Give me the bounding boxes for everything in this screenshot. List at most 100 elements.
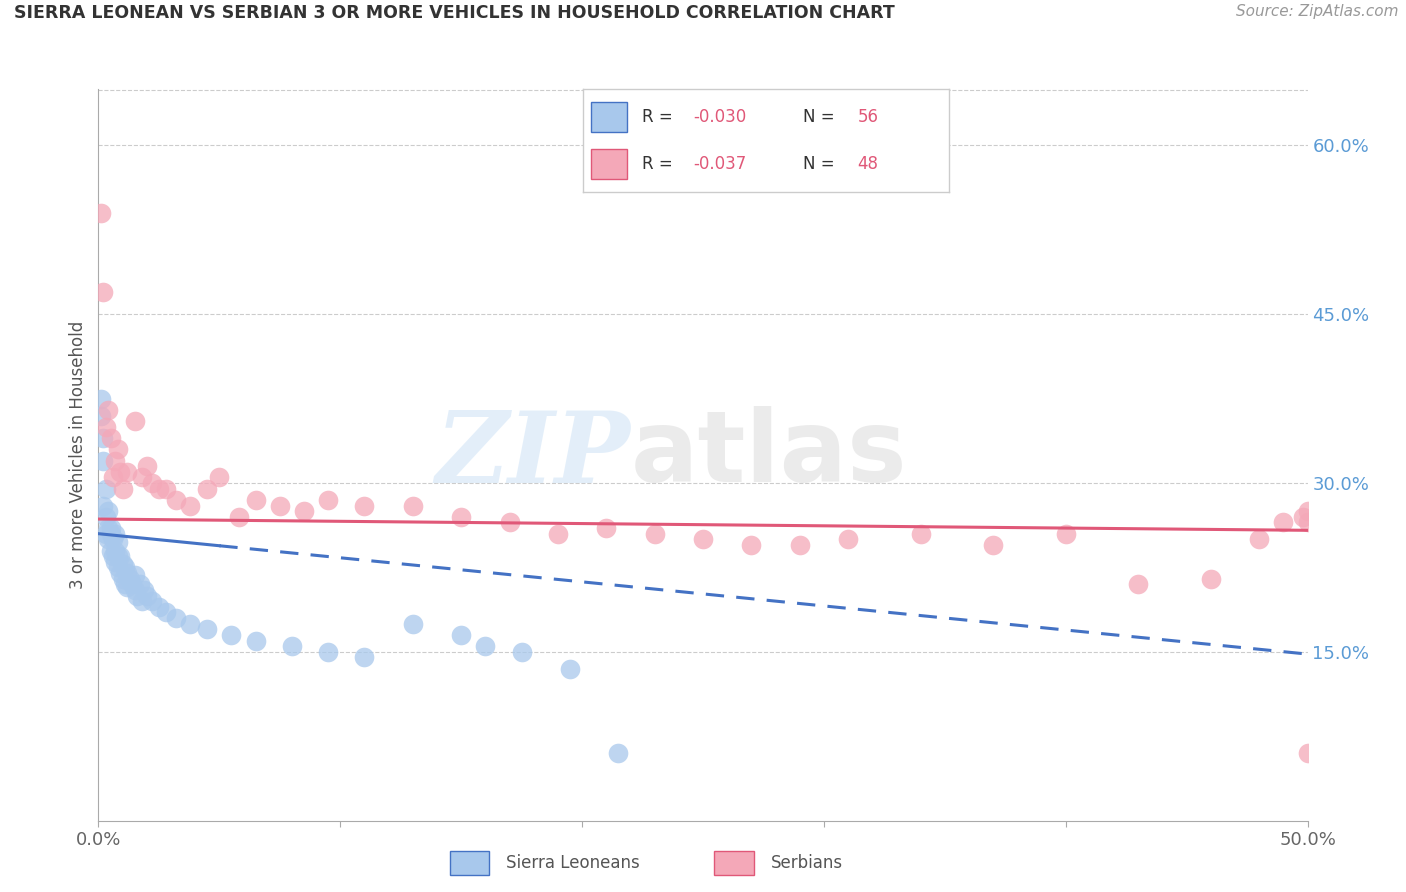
Point — [353, 499, 375, 513]
Point — [124, 568, 146, 582]
Point — [94, 419, 117, 434]
Text: N =: N = — [803, 155, 839, 173]
Bar — [591, 102, 627, 132]
Point — [94, 509, 117, 524]
Point — [195, 623, 218, 637]
Point — [108, 566, 131, 580]
Text: -0.037: -0.037 — [693, 155, 747, 173]
Point — [135, 459, 157, 474]
Point — [607, 746, 630, 760]
Point — [104, 526, 127, 541]
Point — [155, 482, 177, 496]
Text: R =: R = — [643, 108, 678, 126]
Point — [97, 403, 120, 417]
Point — [108, 465, 131, 479]
Text: SIERRA LEONEAN VS SERBIAN 3 OR MORE VEHICLES IN HOUSEHOLD CORRELATION CHART: SIERRA LEONEAN VS SERBIAN 3 OR MORE VEHI… — [14, 4, 894, 22]
Point — [100, 431, 122, 445]
Text: Sierra Leoneans: Sierra Leoneans — [506, 854, 640, 872]
Text: Serbians: Serbians — [770, 854, 842, 872]
Point — [107, 560, 129, 574]
Point — [131, 470, 153, 484]
Point — [450, 509, 472, 524]
Point — [1296, 504, 1319, 518]
Point — [101, 549, 124, 564]
Point — [165, 611, 187, 625]
Point — [245, 492, 267, 507]
Point — [165, 492, 187, 507]
Y-axis label: 3 or more Vehicles in Household: 3 or more Vehicles in Household — [69, 321, 87, 589]
Point — [104, 555, 127, 569]
Point — [981, 538, 1004, 552]
Point — [155, 606, 177, 620]
Point — [353, 650, 375, 665]
Text: ZIP: ZIP — [436, 407, 630, 503]
Point — [135, 589, 157, 603]
Bar — [714, 851, 754, 875]
Point — [228, 509, 250, 524]
Text: R =: R = — [643, 155, 678, 173]
Text: 56: 56 — [858, 108, 879, 126]
Point — [131, 594, 153, 608]
Point — [117, 566, 139, 580]
Point — [114, 560, 136, 574]
Point — [90, 392, 112, 406]
Point — [316, 645, 339, 659]
Point — [127, 589, 149, 603]
Point — [245, 633, 267, 648]
Point — [740, 538, 762, 552]
Point — [91, 431, 114, 445]
Point — [595, 521, 617, 535]
Point — [111, 557, 134, 571]
Point — [141, 476, 163, 491]
Point — [100, 543, 122, 558]
Point — [111, 572, 134, 586]
Point — [910, 526, 932, 541]
Point — [101, 533, 124, 547]
Text: N =: N = — [803, 108, 839, 126]
Point — [100, 521, 122, 535]
Point — [292, 504, 315, 518]
Point — [179, 616, 201, 631]
Point — [97, 533, 120, 547]
Point — [837, 533, 859, 547]
Point — [1128, 577, 1150, 591]
Point — [108, 549, 131, 564]
Point — [547, 526, 569, 541]
Point — [1199, 572, 1222, 586]
Point — [107, 534, 129, 549]
Point — [107, 442, 129, 457]
Point — [94, 482, 117, 496]
Point — [141, 594, 163, 608]
Point — [644, 526, 666, 541]
Bar — [450, 851, 489, 875]
Point — [104, 453, 127, 467]
Point — [1292, 509, 1315, 524]
Point — [1249, 533, 1271, 547]
Point — [101, 470, 124, 484]
Point — [221, 628, 243, 642]
Point — [91, 499, 114, 513]
Point — [402, 616, 425, 631]
Point — [90, 206, 112, 220]
Point — [498, 516, 520, 530]
Point — [90, 409, 112, 423]
Point — [1296, 746, 1319, 760]
Point — [104, 543, 127, 558]
Text: -0.030: -0.030 — [693, 108, 747, 126]
Point — [692, 533, 714, 547]
Bar — [591, 149, 627, 179]
Point — [128, 577, 150, 591]
Point — [281, 639, 304, 653]
Point — [148, 599, 170, 614]
Point — [148, 482, 170, 496]
Point — [118, 572, 141, 586]
Text: Source: ZipAtlas.com: Source: ZipAtlas.com — [1236, 4, 1399, 20]
Point — [121, 577, 143, 591]
Point — [1272, 516, 1295, 530]
Point — [179, 499, 201, 513]
Point — [100, 526, 122, 541]
Point — [450, 628, 472, 642]
Point — [124, 582, 146, 597]
Point — [134, 582, 156, 597]
Point — [208, 470, 231, 484]
